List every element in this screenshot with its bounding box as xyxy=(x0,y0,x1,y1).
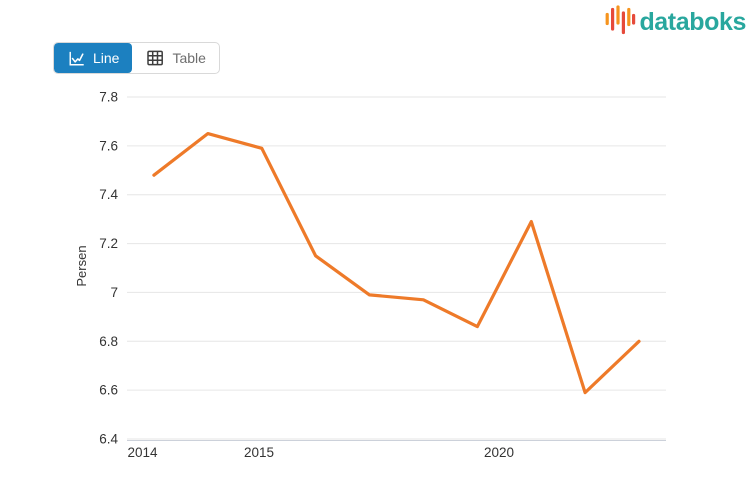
y-tick-label: 7 xyxy=(110,285,118,300)
y-tick-label: 7.6 xyxy=(99,138,118,153)
line-view-label: Line xyxy=(93,50,120,66)
chart-view-toggle: Line Table xyxy=(53,42,220,74)
line-chart-icon xyxy=(67,49,86,68)
line-view-button[interactable]: Line xyxy=(54,43,133,73)
x-tick-label: 2015 xyxy=(244,445,274,460)
databoks-logo[interactable]: databoks xyxy=(603,4,746,40)
y-tick-label: 6.8 xyxy=(99,334,118,349)
x-tick-label: 2020 xyxy=(484,445,514,460)
y-tick-label: 7.2 xyxy=(99,236,118,251)
data-series-line xyxy=(152,132,641,395)
y-tick-label: 6.4 xyxy=(99,432,118,447)
y-tick-label: 6.6 xyxy=(99,383,118,398)
y-tick-label: 7.4 xyxy=(99,187,118,202)
databoks-logo-text: databoks xyxy=(639,7,746,36)
databoks-logo-icon xyxy=(603,4,636,40)
y-tick-label: 7.8 xyxy=(99,90,118,105)
table-view-button[interactable]: Table xyxy=(132,43,218,73)
x-tick-label: 2014 xyxy=(127,445,158,460)
y-axis-title: Persen xyxy=(74,245,89,286)
table-icon xyxy=(145,48,165,68)
table-view-label: Table xyxy=(172,50,206,66)
